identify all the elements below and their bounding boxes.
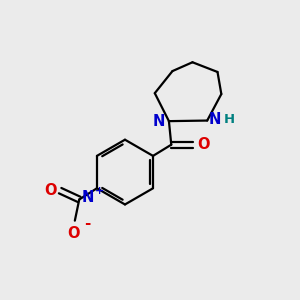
Text: +: + — [94, 186, 104, 196]
Text: -: - — [84, 216, 91, 231]
Text: O: O — [67, 226, 80, 241]
Text: N: N — [209, 112, 221, 128]
Text: N: N — [153, 114, 165, 129]
Text: N: N — [82, 190, 94, 206]
Text: H: H — [224, 113, 235, 127]
Text: O: O — [197, 137, 210, 152]
Text: O: O — [44, 183, 57, 198]
